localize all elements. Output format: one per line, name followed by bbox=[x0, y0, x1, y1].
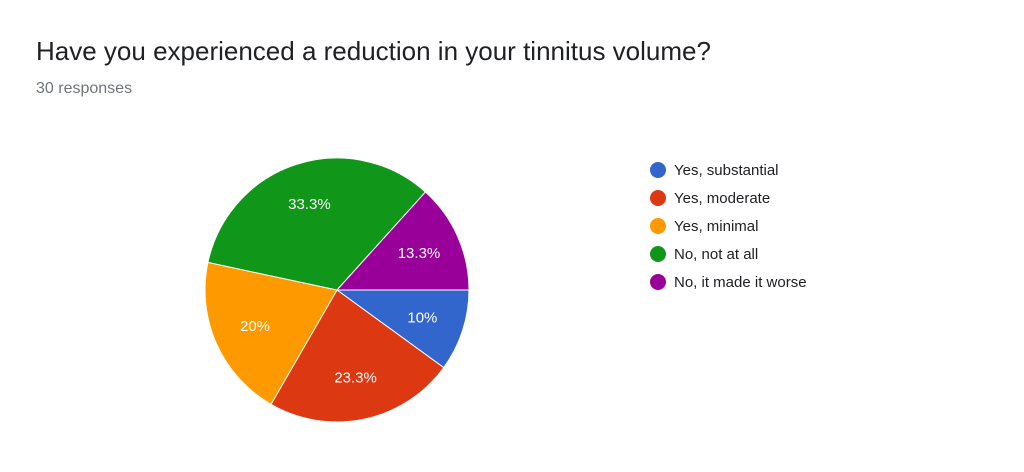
legend-item-yes-moderate[interactable]: Yes, moderate bbox=[650, 184, 807, 212]
legend-swatch bbox=[650, 274, 666, 290]
legend-swatch bbox=[650, 218, 666, 234]
pie-slice-yes-moderate[interactable] bbox=[270, 289, 445, 423]
legend-label: Yes, minimal bbox=[674, 217, 759, 235]
legend-item-no-not-at-all[interactable]: No, not at all bbox=[650, 240, 807, 268]
legend-label: No, not at all bbox=[674, 245, 759, 263]
chart-legend: Yes, substantial Yes, moderate Yes, minima… bbox=[650, 156, 807, 296]
pie-slice-no-it-made-it-worse[interactable] bbox=[335, 191, 470, 291]
response-count: 30 responses bbox=[36, 80, 133, 97]
pie-slice-label-no-not-at-all: 33.3% bbox=[288, 196, 331, 213]
pie-slice-label-yes-moderate: 23.3% bbox=[334, 369, 377, 386]
pie-slice-yes-substantial[interactable] bbox=[335, 289, 470, 369]
legend-label: No, it made it worse bbox=[674, 273, 807, 291]
legend-item-yes-minimal[interactable]: Yes, minimal bbox=[650, 212, 807, 240]
pie-slice-yes-minimal[interactable] bbox=[204, 261, 338, 406]
legend-swatch bbox=[650, 190, 666, 206]
pie-slice-label-no-it-made-it-worse: 13.3% bbox=[398, 245, 441, 262]
legend-swatch bbox=[650, 246, 666, 262]
legend-item-yes-substantial[interactable]: Yes, substantial bbox=[650, 156, 807, 184]
pie-slice-label-yes-minimal: 20% bbox=[240, 318, 270, 335]
chart-title: Have you experienced a reduction in your… bbox=[36, 36, 711, 66]
legend-item-no-it-made-it-worse[interactable]: No, it made it worse bbox=[650, 268, 807, 296]
pie-slice-no-not-at-all[interactable] bbox=[207, 157, 427, 291]
pie-slice-label-yes-substantial: 10% bbox=[407, 309, 437, 326]
legend-swatch bbox=[650, 162, 666, 178]
legend-label: Yes, moderate bbox=[674, 189, 771, 207]
legend-label: Yes, substantial bbox=[674, 161, 779, 179]
